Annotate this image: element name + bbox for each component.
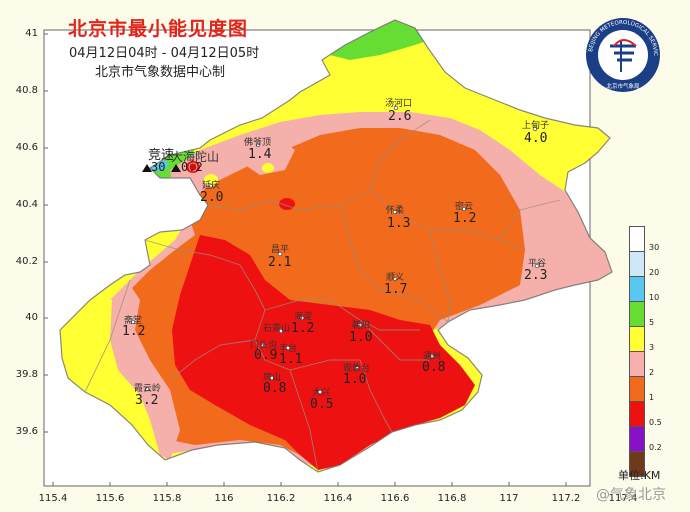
logo-text-cn: 北京市气象局 bbox=[606, 82, 639, 90]
legend-swatch: 0.5 bbox=[629, 401, 662, 427]
station-value: 3.2 bbox=[135, 393, 159, 408]
x-tick: 116.6 bbox=[380, 493, 410, 504]
producer: 北京市气象数据中心制 bbox=[95, 65, 226, 80]
station-name: 石景山 bbox=[263, 324, 291, 334]
legend-label: 1 bbox=[649, 393, 655, 402]
x-tick: 117 bbox=[499, 493, 519, 504]
legend-label: 2 bbox=[649, 368, 655, 377]
x-tick: 115.8 bbox=[152, 493, 182, 504]
station-value: 1.2 bbox=[291, 321, 315, 336]
x-tick: 115.6 bbox=[95, 493, 125, 504]
time-range: 04月12日04时 - 04月12日05时 bbox=[69, 46, 260, 61]
color-legend: 30 20 10 5 3 2 1 0.5 0.2 bbox=[629, 226, 662, 477]
station-name: 佛爷顶 bbox=[244, 138, 272, 148]
station-name: 密云 bbox=[455, 202, 474, 212]
station-name: 丰台 bbox=[279, 344, 298, 354]
station-name: 斋堂 bbox=[124, 316, 143, 326]
station-value: 1.0 bbox=[343, 372, 367, 387]
station-value: 0.8 bbox=[422, 360, 446, 375]
x-tick: 116 bbox=[214, 493, 234, 504]
station-value: 1.0 bbox=[349, 330, 373, 345]
station-name: 门头沟 bbox=[250, 341, 278, 351]
station-value: 1.2 bbox=[453, 211, 477, 226]
station-name: 昌平 bbox=[271, 245, 290, 255]
y-tick: 40.2 bbox=[15, 256, 38, 267]
x-tick: 116.8 bbox=[437, 493, 467, 504]
station-name: 平谷 bbox=[528, 259, 547, 269]
station-value: 0.8 bbox=[263, 381, 287, 396]
station-value: 2.0 bbox=[200, 190, 224, 205]
station-value: 1.1 bbox=[279, 352, 303, 367]
station-name: 霞云岭 bbox=[134, 384, 162, 394]
station-value: 1.7 bbox=[384, 282, 408, 297]
station-value: 2.1 bbox=[268, 255, 292, 270]
station-name: 怀柔 bbox=[386, 206, 405, 216]
legend-swatch: 30 bbox=[629, 226, 659, 252]
station-value: 1.4 bbox=[248, 147, 272, 162]
special-label-b: 大海陀山 bbox=[171, 150, 220, 164]
station-name: 延庆 bbox=[202, 181, 221, 191]
y-tick: 40.4 bbox=[15, 199, 38, 210]
legend-swatch: 10 bbox=[629, 276, 659, 302]
legend-label: 5 bbox=[649, 318, 655, 327]
legend-swatch: 20 bbox=[629, 251, 659, 277]
x-tick: 116.4 bbox=[323, 493, 353, 504]
y-tick: 40 bbox=[25, 312, 38, 323]
station-value: 1.2 bbox=[122, 324, 146, 339]
x-tick: 115.4 bbox=[38, 493, 68, 504]
unit-label: 单位:KM bbox=[618, 469, 661, 482]
station-name: 上甸子 bbox=[522, 121, 550, 131]
station-name: 顺义 bbox=[386, 273, 405, 283]
special-markers bbox=[142, 162, 198, 172]
station-name: 房山 bbox=[263, 373, 282, 383]
station-name: 通州 bbox=[423, 352, 442, 362]
station-value: 4.0 bbox=[524, 131, 548, 146]
map-title: 北京市最小能见度图 bbox=[68, 18, 249, 40]
legend-label: 30 bbox=[649, 243, 660, 252]
y-tick: 39.8 bbox=[15, 369, 38, 380]
y-tick: 40.6 bbox=[15, 142, 38, 153]
legend-swatch: 5 bbox=[629, 301, 654, 327]
special-value-b: 0.2 bbox=[181, 160, 203, 174]
legend-label: 10 bbox=[649, 293, 660, 302]
legend-label: 0.2 bbox=[649, 443, 662, 452]
watermark: @气象北京 bbox=[596, 487, 666, 503]
station-value: 2.6 bbox=[388, 109, 412, 124]
legend-label: 20 bbox=[649, 268, 660, 277]
station-value: 1.3 bbox=[387, 216, 411, 231]
y-tick: 40.8 bbox=[15, 85, 38, 96]
legend-swatch bbox=[629, 451, 645, 477]
station-value: 0.9 bbox=[254, 348, 278, 363]
special-value-a: 30 bbox=[151, 160, 166, 174]
station-value: 2.3 bbox=[524, 268, 548, 283]
station-name: 大兴 bbox=[312, 388, 331, 398]
legend-swatch: 2 bbox=[629, 351, 654, 377]
legend-swatch: 3 bbox=[629, 326, 654, 352]
legend-swatch: 0.2 bbox=[629, 426, 662, 452]
y-tick: 41 bbox=[25, 28, 38, 39]
station-name: 海淀 bbox=[294, 312, 313, 322]
legend-label: 3 bbox=[649, 343, 655, 352]
x-tick: 116.2 bbox=[266, 493, 296, 504]
special-label-a: 竞速 bbox=[148, 148, 175, 163]
station-name: 观象台 bbox=[343, 364, 371, 374]
station-value: 0.5 bbox=[310, 397, 334, 412]
legend-swatch: 1 bbox=[629, 376, 654, 402]
station-name: 汤河口 bbox=[385, 99, 413, 109]
y-tick: 39.6 bbox=[15, 426, 38, 437]
x-tick: 117.4 bbox=[608, 493, 638, 504]
meteorological-service-logo: BEIJING METEOROLOGICAL SERVICE 北京市气象局 bbox=[584, 16, 660, 92]
legend-label: 0.5 bbox=[649, 418, 662, 427]
x-tick: 117.2 bbox=[551, 493, 581, 504]
station-name: 朝阳 bbox=[352, 321, 371, 331]
